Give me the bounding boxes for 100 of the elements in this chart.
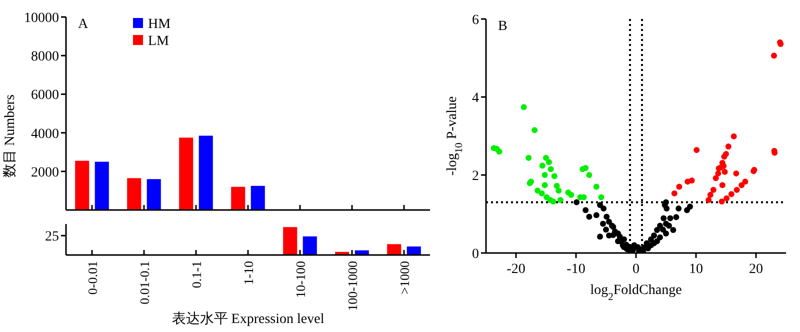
x-tick-label: 0 (632, 262, 640, 277)
point (654, 226, 660, 233)
bar (231, 186, 246, 210)
bar (250, 186, 265, 210)
point (722, 168, 728, 175)
x-tick-label: 0.01-0.1 (137, 261, 152, 304)
point (663, 220, 669, 227)
y-tick-label: 10000 (24, 11, 59, 26)
point (663, 230, 669, 236)
bar (75, 160, 90, 210)
point (664, 206, 670, 212)
point (582, 164, 589, 171)
point (593, 184, 600, 190)
chart-title: A (78, 17, 89, 32)
point (707, 192, 714, 198)
bar (198, 136, 213, 210)
bar (94, 162, 109, 210)
point (673, 214, 680, 220)
point (734, 186, 740, 193)
point (600, 220, 606, 227)
point (542, 182, 548, 188)
point (730, 133, 737, 140)
point (546, 159, 552, 166)
point (663, 199, 669, 206)
y-tick-label: 25 (45, 230, 59, 245)
x-tick-label: 100-1000 (345, 261, 360, 311)
point (598, 194, 604, 200)
point (710, 186, 716, 193)
point (671, 190, 678, 196)
x-tick-label: -20 (506, 262, 526, 277)
point (538, 190, 545, 196)
bar (406, 246, 421, 255)
point (634, 244, 641, 250)
y-tick-label: 8000 (31, 50, 59, 65)
point (660, 215, 667, 222)
point (597, 234, 603, 240)
point (676, 206, 682, 212)
point (676, 184, 682, 190)
chart-title: B (498, 19, 508, 34)
point (738, 182, 745, 188)
point (651, 232, 657, 238)
point (724, 195, 730, 202)
point (725, 144, 732, 150)
point (733, 170, 740, 176)
point (568, 192, 574, 198)
point (718, 198, 725, 205)
point (603, 226, 609, 233)
legend-label: LM (148, 34, 170, 49)
x-tick-label: -10 (566, 262, 586, 277)
bar (127, 178, 142, 210)
y-axis-title: 数目 Numbers (2, 94, 18, 178)
point (670, 226, 676, 233)
point (582, 207, 589, 214)
point (706, 196, 712, 203)
bar (146, 179, 161, 210)
point (542, 172, 548, 178)
point (687, 204, 693, 210)
point (586, 214, 592, 220)
point (593, 212, 600, 218)
point (543, 154, 549, 161)
point (597, 202, 603, 208)
point (548, 166, 554, 172)
x-tick-label: 1-10 (241, 261, 256, 285)
point (719, 182, 726, 188)
legend-label: HM (148, 17, 172, 32)
point (604, 214, 610, 220)
point (520, 104, 527, 110)
point (534, 188, 541, 194)
point (526, 154, 532, 161)
point (496, 148, 502, 155)
bar (302, 236, 317, 255)
x-axis-title: 表达水平 Expression level (172, 311, 324, 327)
point (728, 191, 734, 198)
x-tick-label: 0-0.01 (85, 261, 100, 295)
point (715, 170, 722, 176)
point (771, 52, 777, 59)
point (721, 154, 728, 160)
point (539, 162, 546, 169)
point (557, 196, 564, 203)
y-tick-label: 4 (472, 91, 479, 106)
x-tick-label: 0.1-1 (189, 261, 204, 288)
y-tick-label: 0 (472, 247, 479, 262)
y-tick-label: 4000 (31, 126, 59, 142)
point (532, 127, 538, 134)
point (554, 182, 560, 189)
x-tick-label: 10 (689, 262, 703, 277)
point (586, 172, 592, 178)
point (606, 232, 612, 238)
y-tick-label: 2000 (31, 165, 59, 180)
y-tick-label: 6 (472, 13, 479, 28)
point (660, 226, 666, 233)
y-tick-label: 6000 (31, 88, 59, 104)
bar (179, 138, 194, 210)
point (551, 173, 558, 180)
x-tick-label: >1000 (397, 261, 412, 294)
y-tick-label: 2 (472, 169, 479, 184)
point (657, 234, 663, 240)
point (688, 177, 695, 184)
x-tick-label: 20 (749, 262, 763, 277)
point (694, 147, 700, 154)
